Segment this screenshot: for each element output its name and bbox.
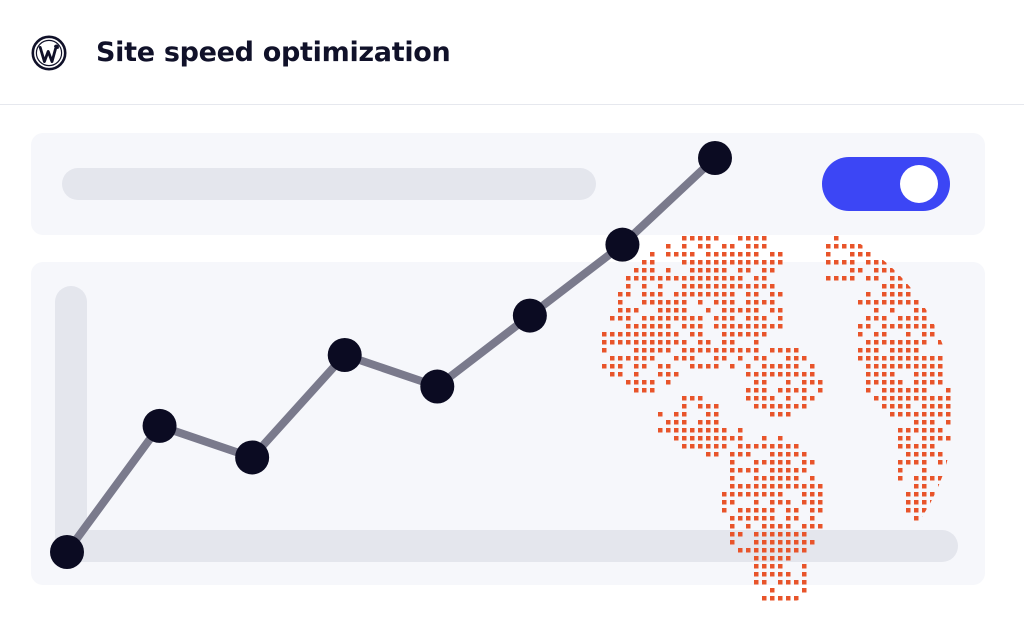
globe-dot: [850, 244, 855, 249]
globe-dot: [738, 252, 743, 257]
x-axis-bar: [55, 530, 958, 562]
globe-dot: [746, 244, 751, 249]
placeholder-bar: [62, 168, 596, 200]
globe-dot: [762, 236, 767, 241]
globe-dot: [682, 236, 687, 241]
globe-dot: [698, 236, 703, 241]
globe-dot: [714, 236, 719, 241]
y-axis-bar: [55, 286, 87, 556]
globe-dot: [770, 588, 775, 593]
globe-dot: [690, 252, 695, 257]
globe-dot: [722, 252, 727, 257]
globe-dot: [730, 244, 735, 249]
globe-dot: [690, 236, 695, 241]
toggle-knob: [900, 165, 938, 203]
wordpress-logo-icon: [31, 35, 67, 71]
page-title: Site speed optimization: [96, 37, 451, 68]
card-header: Site speed optimization: [0, 0, 1024, 105]
globe-dot: [754, 252, 759, 257]
globe-dot: [826, 252, 831, 257]
globe-dot: [730, 252, 735, 257]
globe-dot: [698, 244, 703, 249]
globe-dot: [834, 236, 839, 241]
globe-dot: [706, 244, 711, 249]
globe-dot: [802, 588, 807, 593]
globe-dot: [706, 252, 711, 257]
globe-dot: [746, 252, 751, 257]
globe-dot: [682, 252, 687, 257]
globe-dot: [754, 244, 759, 249]
globe-dot: [778, 596, 783, 601]
globe-dot: [722, 244, 727, 249]
globe-dot: [794, 596, 799, 601]
globe-dot: [834, 244, 839, 249]
globe-dot: [706, 236, 711, 241]
globe-dot: [770, 252, 775, 257]
globe-dot: [858, 244, 863, 249]
globe-dot: [778, 252, 783, 257]
globe-dot: [866, 252, 871, 257]
globe-dot: [850, 252, 855, 257]
globe-dot: [666, 244, 671, 249]
globe-dot: [714, 252, 719, 257]
globe-dot: [674, 252, 679, 257]
globe-dot: [666, 252, 671, 257]
globe-dot: [770, 596, 775, 601]
speed-toggle[interactable]: [822, 157, 950, 211]
globe-dot: [858, 252, 863, 257]
globe-dot: [762, 244, 767, 249]
globe-dot: [738, 236, 743, 241]
globe-dot: [754, 236, 759, 241]
globe-dot: [762, 596, 767, 601]
globe-dot: [746, 236, 751, 241]
globe-dot: [842, 244, 847, 249]
globe-dot: [826, 244, 831, 249]
globe-dot: [682, 244, 687, 249]
globe-dot: [786, 596, 791, 601]
globe-dot: [650, 252, 655, 257]
